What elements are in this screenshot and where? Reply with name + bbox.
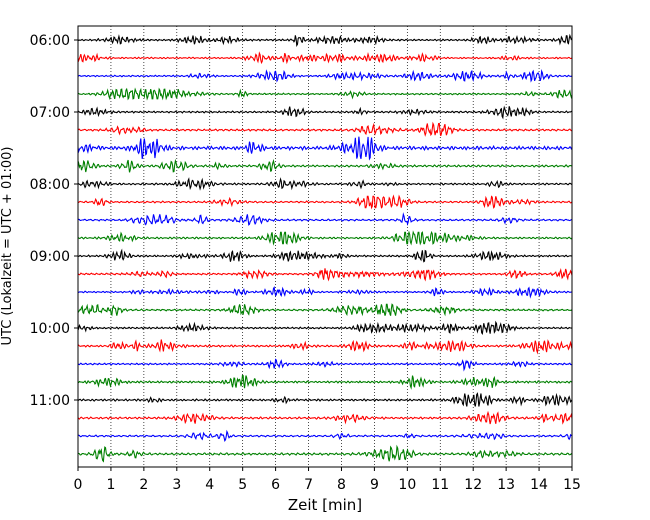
y-axis-ticks: 06:00 07:00 08:00 09:00 10:00 11:00 <box>30 33 78 409</box>
y-tick-label: 08:00 <box>30 177 70 193</box>
x-tick-label: 2 <box>139 477 148 493</box>
x-tick-label: 14 <box>530 477 548 493</box>
x-tick-label: 6 <box>271 477 280 493</box>
trace-line <box>77 230 573 246</box>
y-tick-label: 10:00 <box>30 321 70 337</box>
x-axis-label: Zeit [min] <box>288 496 362 514</box>
trace-line <box>77 158 573 173</box>
x-tick-label: 11 <box>431 477 449 493</box>
x-tick-label: 10 <box>398 477 416 493</box>
x-tick-label: 1 <box>106 477 115 493</box>
trace-line <box>77 136 573 161</box>
x-tick-label: 15 <box>563 477 581 493</box>
y-tick-label: 06:00 <box>30 33 70 49</box>
x-tick-label: 4 <box>205 477 214 493</box>
x-tick-label: 9 <box>370 477 379 493</box>
y-tick-label: 09:00 <box>30 249 70 265</box>
y-axis-label: UTC (Lokalzeit = UTC + 01:00) <box>0 147 15 346</box>
trace-line <box>77 105 573 120</box>
trace-line <box>77 121 573 137</box>
trace-line <box>77 194 573 210</box>
trace-line <box>77 303 573 317</box>
y-tick-label: 11:00 <box>30 393 70 409</box>
x-tick-label: 0 <box>74 477 83 493</box>
trace-line <box>77 358 573 372</box>
trace-line <box>77 87 573 101</box>
trace-line <box>77 392 573 407</box>
trace-line <box>77 51 573 65</box>
trace-line <box>77 33 573 47</box>
x-axis-ticks: 0 1 2 3 4 5 6 7 8 9 10 11 12 13 14 15 <box>74 467 581 493</box>
trace-line <box>77 374 573 390</box>
trace-line <box>77 339 573 355</box>
plot-area-frame <box>77 25 573 468</box>
x-tick-label: 5 <box>238 477 247 493</box>
trace-line <box>77 248 573 263</box>
trace-line <box>77 444 573 463</box>
x-tick-label: 13 <box>497 477 515 493</box>
trace-line <box>77 212 573 227</box>
trace-line <box>77 285 573 299</box>
trace-line <box>77 68 573 83</box>
trace-line <box>77 177 573 191</box>
trace-line <box>77 320 573 335</box>
trace-lines <box>77 33 573 463</box>
x-tick-label: 7 <box>304 477 313 493</box>
y-tick-label: 07:00 <box>30 105 70 121</box>
trace-line <box>77 429 573 443</box>
x-tick-label: 12 <box>464 477 482 493</box>
x-tick-label: 8 <box>337 477 346 493</box>
trace-line <box>77 268 573 282</box>
trace-line <box>77 410 573 425</box>
x-tick-label: 3 <box>172 477 181 493</box>
